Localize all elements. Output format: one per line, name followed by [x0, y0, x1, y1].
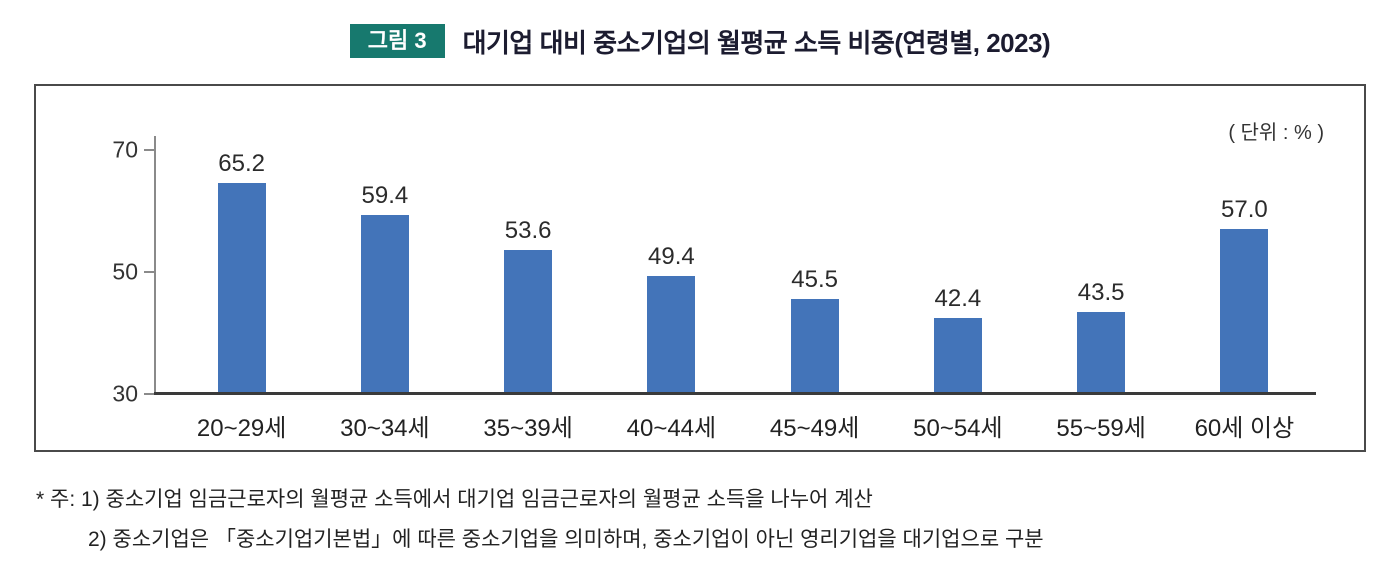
bar	[933, 318, 982, 394]
bar-group: 42.4 50~54세	[913, 150, 1003, 442]
bar	[217, 183, 266, 394]
bar-group: 43.5 55~59세	[1056, 150, 1146, 442]
bar-value-label: 42.4	[934, 285, 982, 312]
y-axis-line	[154, 136, 156, 394]
bar	[1220, 229, 1269, 394]
footnotes: * 주: 1) 중소기업 임금근로자의 월평균 소득에서 대기업 임금근로자의 …	[36, 480, 1400, 560]
unit-label: ( 단위 : % )	[1228, 122, 1324, 144]
footnote-1: * 주: 1) 중소기업 임금근로자의 월평균 소득에서 대기업 임금근로자의 …	[36, 488, 873, 511]
bar-group: 65.2 20~29세	[197, 150, 287, 442]
y-tick-mark	[144, 271, 154, 273]
category-label: 35~39세	[483, 415, 573, 442]
bar-value-label: 45.5	[791, 266, 838, 293]
chart-panel: ( 단위 : % ) 70 50 30 65.2 20~29세 59.4 30~34세 53…	[34, 84, 1366, 452]
bar-value-label: 59.4	[361, 182, 409, 209]
bar-group: 49.4 40~44세	[627, 150, 717, 442]
bar-value-label: 49.4	[648, 243, 695, 270]
bar	[790, 299, 839, 394]
figure-header: 그림 3 대기업 대비 중소기업의 월평균 소득 비중(연령별, 2023)	[0, 0, 1400, 60]
bar	[504, 250, 553, 394]
footnote-2: 2) 중소기업은 「중소기업기본법」에 따른 중소기업을 의미하며, 중소기업이…	[88, 527, 1044, 551]
bar-group: 53.6 35~39세	[483, 150, 573, 442]
x-axis-line	[154, 392, 1316, 395]
bar-value-label: 57.0	[1221, 196, 1268, 223]
category-label: 45~49세	[769, 415, 860, 442]
y-tick-mark	[144, 149, 154, 151]
category-label: 50~54세	[913, 415, 1003, 442]
y-tick-label: 50	[112, 258, 138, 285]
bar-value-label: 43.5	[1077, 279, 1125, 306]
bar-group: 59.4 30~34세	[340, 150, 430, 442]
bar	[1077, 312, 1126, 394]
category-label: 60세 이상	[1194, 415, 1295, 442]
y-tick-label: 70	[112, 136, 138, 163]
bar-value-label: 53.6	[504, 217, 552, 244]
category-label: 55~59세	[1056, 415, 1146, 442]
bar	[647, 276, 696, 394]
bar-group: 45.5 45~49세	[770, 150, 860, 442]
bar-group: 57.0 60세 이상	[1195, 150, 1295, 442]
y-tick-mark	[144, 393, 154, 395]
bar-value-label: 65.2	[218, 150, 265, 177]
figure-badge: 그림 3	[349, 24, 445, 58]
category-label: 40~44세	[626, 415, 717, 442]
category-label: 20~29세	[196, 415, 287, 442]
page-title: 대기업 대비 중소기업의 월평균 소득 비중(연령별, 2023)	[462, 27, 1051, 58]
bars-container: 65.2 20~29세 59.4 30~34세 53.6 35~39세 49.4 40~44세…	[170, 150, 1316, 442]
category-label: 30~34세	[340, 415, 430, 442]
y-tick-label: 30	[112, 380, 138, 407]
bar-chart: 70 50 30 65.2 20~29세 59.4 30~34세 53.6 35~39세 49.…	[112, 136, 1316, 442]
bar	[360, 215, 409, 394]
